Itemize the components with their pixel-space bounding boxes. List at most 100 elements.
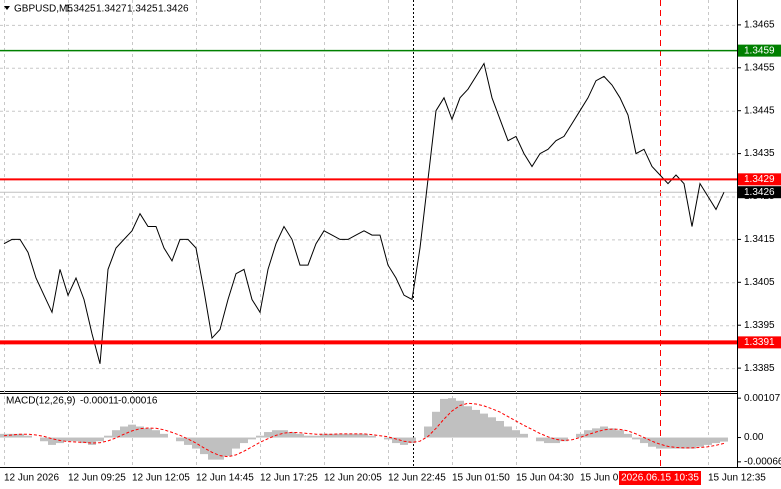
level-label-box (738, 44, 781, 57)
macd-bar (192, 437, 200, 449)
time-label: 12 Jun 12:05 (132, 473, 190, 484)
macd-bar (256, 435, 264, 438)
macd-bar (80, 437, 88, 444)
macd-bar (160, 433, 168, 438)
macd-bar (712, 437, 720, 444)
cursor-time-label: 2026.06.15 10:35 (621, 473, 699, 484)
macd-bar (272, 430, 280, 438)
macd-bar (296, 433, 304, 438)
level-label: 1.3391 (744, 337, 775, 348)
macd-bar (664, 437, 672, 449)
macd-bar (120, 426, 128, 438)
time-label: 15 Jun 01:50 (452, 473, 510, 484)
macd-bar (40, 437, 48, 442)
time-label: 12 Jun 2026 (4, 473, 59, 484)
macd-bar (0, 433, 8, 438)
macd-bar (560, 437, 568, 442)
y-tick-label: 1.3385 (744, 363, 775, 374)
macd-bar (64, 437, 72, 442)
time-label: 12 Jun 14:45 (196, 473, 254, 484)
macd-bar (280, 430, 288, 438)
macd-bar (320, 433, 328, 438)
y-tick-label: 0.00107 (744, 393, 781, 404)
macd-bar (24, 435, 32, 438)
macd-bar (288, 432, 296, 438)
macd-bar (136, 426, 144, 438)
macd-bar (344, 433, 352, 438)
macd-bar (304, 435, 312, 438)
level-label-box (738, 336, 781, 349)
macd-bar (424, 426, 432, 438)
y-tick-label: 1.3415 (744, 234, 775, 245)
macd-bar (72, 437, 80, 442)
macd-bar (360, 433, 368, 438)
macd-bar (672, 437, 680, 449)
macd-bar (576, 433, 584, 438)
macd-bar (464, 406, 472, 438)
time-label: 15 Jun 04:30 (516, 473, 574, 484)
macd-bar (656, 437, 664, 449)
macd-bar (552, 437, 560, 444)
menu-icon (4, 6, 10, 10)
cursor-time-box (619, 471, 701, 485)
time-label: 15 Jun 12:35 (708, 473, 766, 484)
macd-bar (512, 430, 520, 438)
macd-bar (600, 426, 608, 438)
macd-bar (224, 437, 232, 456)
macd-bar (648, 437, 656, 447)
time-label: 12 Jun 20:05 (324, 473, 382, 484)
macd-bar (96, 437, 104, 442)
y-tick-label: 1.3395 (744, 320, 775, 331)
level-label-box (738, 173, 781, 186)
macd-bar (352, 433, 360, 438)
macd-bar (488, 417, 496, 438)
open: 1.3425 (65, 4, 96, 15)
macd-bar (336, 433, 344, 438)
macd-bar (640, 437, 648, 444)
macd-bar (432, 411, 440, 438)
macd-bar (8, 433, 16, 438)
macd-bar (536, 437, 544, 442)
last-price-label: 1.3426 (744, 187, 775, 198)
macd-bar (240, 437, 248, 444)
signal-line (3, 402, 725, 458)
macd-title: MACD(12,26,9) (6, 396, 75, 407)
macd-bar (152, 430, 160, 438)
low: 1.3425 (127, 4, 158, 15)
macd-bar (608, 428, 616, 438)
signal-value: -0.00016 (118, 396, 158, 407)
macd-bar (696, 437, 704, 447)
time-label: 12 Jun 22:45 (388, 473, 446, 484)
y-tick-label: 1.3435 (744, 148, 775, 159)
macd-bar (720, 437, 728, 442)
high: 1.3427 (96, 4, 127, 15)
macd-bar (688, 437, 696, 449)
time-label: 12 Jun 09:25 (68, 473, 126, 484)
macd-value: -0.00011 (80, 396, 119, 407)
macd-bar (368, 435, 376, 438)
macd-bar (232, 437, 240, 449)
y-tick-label: 1.3445 (744, 105, 775, 116)
macd-bar (456, 400, 464, 438)
macd-bar (48, 437, 56, 445)
symbol-title: GBPUSD,M5 (14, 4, 73, 15)
macd-bar (216, 437, 224, 460)
macd-bar (176, 437, 184, 442)
level-label: 1.3429 (744, 174, 775, 185)
macd-bar (200, 437, 208, 455)
y-tick-label: 1.3455 (744, 62, 775, 73)
macd-bar (16, 433, 24, 438)
y-tick-label: 0.00 (744, 432, 764, 443)
time-label: 12 Jun 17:25 (260, 473, 318, 484)
macd-bar (544, 437, 552, 444)
price-line (3, 62, 725, 364)
macd-bar (632, 437, 640, 440)
macd-bar (184, 437, 192, 445)
macd-bar (480, 413, 488, 438)
macd-bar (208, 437, 216, 460)
macd-bar (680, 437, 688, 449)
macd-bar (384, 437, 392, 440)
macd-bar (440, 398, 448, 438)
